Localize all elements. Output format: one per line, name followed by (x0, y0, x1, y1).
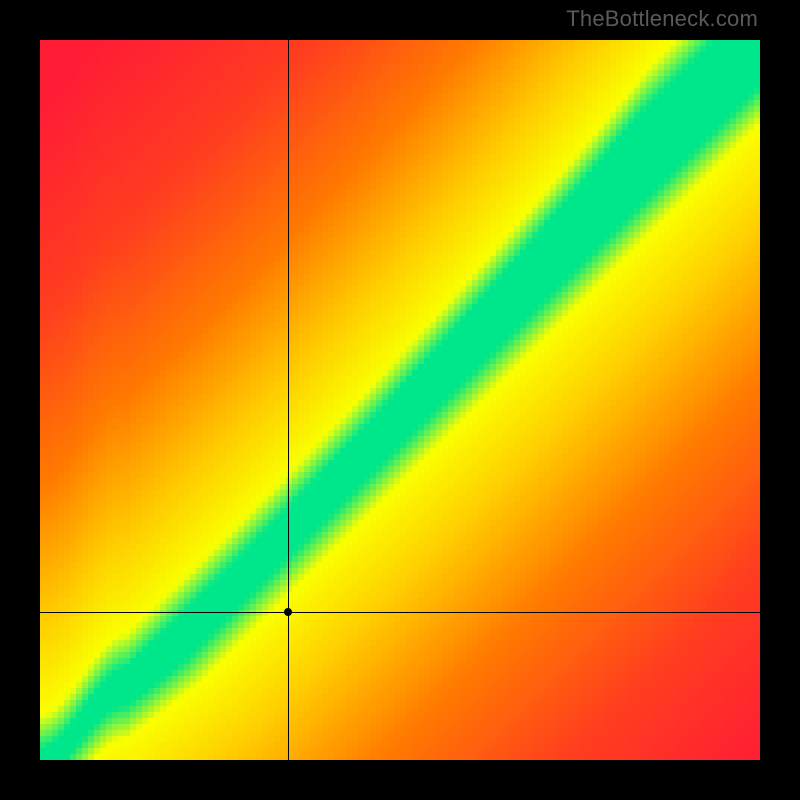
crosshair-horizontal (40, 612, 760, 613)
heatmap-canvas (40, 40, 760, 760)
watermark-text: TheBottleneck.com (566, 6, 758, 32)
crosshair-vertical (288, 40, 289, 760)
marker-point (284, 608, 292, 616)
heatmap-plot (40, 40, 760, 760)
